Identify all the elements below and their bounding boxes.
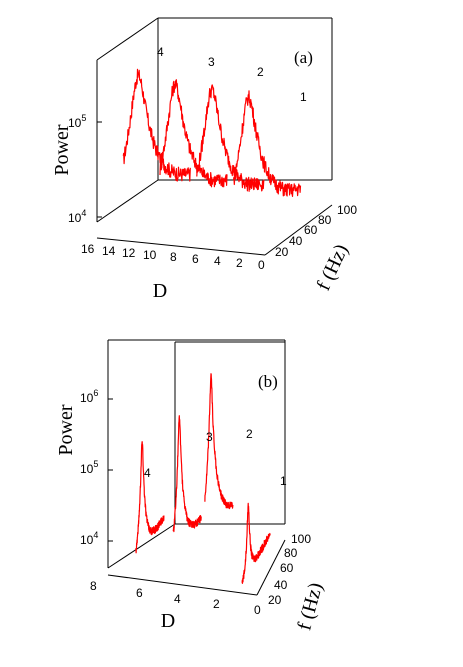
panel-a-z-axis-label: f (Hz) [312,241,352,294]
panel-b-y-tick-label: 105 [80,459,98,476]
panel-a: 104 105 16 14 12 10 8 6 4 2 0 0 20 40 60… [51,17,357,302]
panel-a-series-label: 2 [257,65,264,79]
panel-b-series-label: 3 [206,430,213,444]
panel-a-x-tick-label: 4 [214,254,221,268]
panel-b-d-axis-line [107,574,258,596]
panel-a-back-top-left [96,17,159,61]
panel-a-z-tick-label: 20 [275,245,289,259]
panel-a-f-axis-line [264,204,333,256]
panel-a-z-ticks: 0 20 40 60 80 100 [275,203,357,259]
panel-a-z-tick-label: 60 [304,223,318,237]
panel-a-label: (a) [294,48,313,67]
panel-b-x-tick-label: 6 [136,586,143,600]
panel-a-x-ticks: 16 14 12 10 8 6 4 2 0 [81,242,265,272]
spectrum-line-3 [159,79,228,188]
panel-b-z-tick-label: 20 [268,593,282,607]
panel-a-z-tick-label: 100 [337,203,357,217]
panel-b-z-ticks: 20 40 60 80 100 [268,532,311,607]
panel-b-x-tick-label: 8 [90,579,97,593]
panel-a-x-axis-label: D [153,280,167,302]
panel-a-series-label: 4 [157,45,164,59]
panel-b-z-tick-label: 40 [274,578,288,592]
panel-a-y-tick-label: 104 [68,208,86,225]
spectrum-line-1 [241,502,271,584]
panel-a-z-tick-label: 40 [289,234,303,248]
spectrum-line-3 [172,415,202,533]
panel-a-series-labels: 4 3 2 1 [157,45,307,104]
panel-b-z-tick-label: 80 [284,546,298,560]
panel-b-series-group [135,373,271,584]
panel-b-f-axis-line [256,539,286,596]
panel-a-x-tick-label: 8 [170,250,177,264]
spectrum-line-2 [204,373,234,510]
spectrum-line-2 [196,84,265,192]
panel-b-series-labels: 4 3 2 1 [144,427,287,488]
panel-b-base-left [107,523,176,569]
panel-b-label: (b) [258,372,278,391]
panel-a-x-tick-label: 10 [143,248,157,262]
panel-a-z-tick-label: 80 [318,213,332,227]
panel-b-z-tick-label: 60 [280,561,294,575]
panel-b-y-tick-label: 104 [80,530,98,547]
spectrum-line-4 [122,68,191,182]
panel-a-series-label: 1 [300,90,307,104]
panel-b-series-label: 1 [280,474,287,488]
panel-a-y-axis-label: Power [51,124,73,175]
panel-a-y-ticks: 104 105 [68,113,102,225]
panel-a-d-axis-line [96,237,266,256]
panel-b-z-tick-label: 100 [291,532,311,546]
panel-a-series-group [122,68,302,197]
spectrum-line-4 [135,441,165,554]
panel-a-x-tick-label: 0 [258,258,265,272]
spectrum-line-1 [232,90,302,197]
panel-b-series-label: 4 [144,466,151,480]
panel-b-y-ticks: 104 105 106 [80,388,113,547]
panel-a-x-tick-label: 16 [81,242,95,256]
panel-b-z-axis-label: f (Hz) [293,580,327,632]
panel-b-x-tick-label: 2 [213,597,220,611]
panel-a-x-tick-label: 2 [236,256,243,270]
panel-a-y-tick-label: 105 [68,113,86,130]
panel-b-y-axis-label: Power [55,404,77,455]
panel-a-base-left [96,179,159,223]
panel-a-x-tick-label: 12 [122,246,136,260]
panel-b-x-tick-label: 0 [254,603,261,617]
panel-a-x-tick-label: 14 [102,244,116,258]
panel-b-x-axis-label: D [161,610,175,632]
panel-a-x-tick-label: 6 [192,252,199,266]
panel-b-x-ticks: 8 6 4 2 0 [90,579,261,617]
panel-b-y-tick-label: 106 [80,388,98,405]
panel-b: 104 105 106 8 6 4 2 0 20 40 60 80 100 Po… [55,339,327,633]
panel-a-series-label: 3 [208,55,215,69]
panel-b-x-tick-label: 4 [174,592,181,606]
panel-b-series-label: 2 [246,427,253,441]
